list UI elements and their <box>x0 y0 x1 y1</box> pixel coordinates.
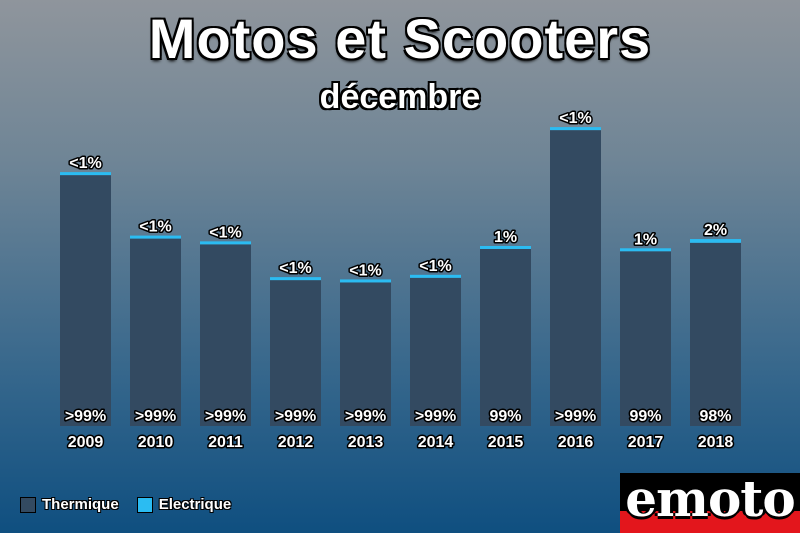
tick-label-2014: 2014 <box>418 434 454 451</box>
label-thermique-2017: 99% <box>629 408 661 425</box>
label-electrique-2012: <1% <box>279 260 311 277</box>
bar-thermique-2016 <box>550 130 601 426</box>
label-thermique-2011: >99% <box>205 408 246 425</box>
legend-label-thermique: Thermique <box>42 496 119 513</box>
bar-electrique-2010 <box>130 235 181 239</box>
label-thermique-2013: >99% <box>345 408 386 425</box>
tick-label-2015: 2015 <box>488 434 524 451</box>
label-electrique-2014: <1% <box>419 258 451 275</box>
label-thermique-2015: 99% <box>489 408 521 425</box>
bar-thermique-2018 <box>690 242 741 426</box>
tick-label-2017: 2017 <box>628 434 664 451</box>
chart-title: Motos et Scooters <box>148 7 652 70</box>
logo-red-band <box>620 511 800 533</box>
label-thermique-2018: 98% <box>699 408 731 425</box>
label-thermique-2012: >99% <box>275 408 316 425</box>
bar-thermique-2017 <box>620 251 671 426</box>
bar-electrique-2016 <box>550 127 601 131</box>
bar-chart: <1% >99% 2009 <1% >99% 2010 <1% >99% 2011 <1% >99%… <box>60 109 741 453</box>
bar-thermique-2013 <box>340 282 391 426</box>
tick-label-2012: 2012 <box>278 434 314 451</box>
legend-swatch-electrique <box>136 496 153 513</box>
label-electrique-2015: 1% <box>494 229 517 246</box>
label-electrique-2016: <1% <box>559 110 591 127</box>
bar-thermique-2014 <box>410 277 461 426</box>
tick-label-2013: 2013 <box>348 434 384 451</box>
tick-label-2016: 2016 <box>558 434 594 451</box>
label-electrique-2009: <1% <box>69 155 101 172</box>
bar-thermique-2012 <box>270 280 321 426</box>
bar-electrique-2013 <box>340 279 391 283</box>
bar-electrique-2018 <box>690 239 741 243</box>
bar-thermique-2011 <box>200 244 251 426</box>
bar-electrique-2012 <box>270 277 321 281</box>
tick-label-2009: 2009 <box>68 434 104 451</box>
label-electrique-2018: 2% <box>704 222 727 239</box>
legend: Thermique Electrique <box>20 496 231 513</box>
bar-thermique-2015 <box>480 248 531 426</box>
bar-electrique-2015 <box>480 245 531 249</box>
label-electrique-2013: <1% <box>349 262 381 279</box>
legend-item-thermique: Thermique <box>20 496 119 513</box>
tick-label-2010: 2010 <box>138 434 174 451</box>
legend-item-electrique: Electrique <box>136 496 232 513</box>
label-thermique-2010: >99% <box>135 408 176 425</box>
logo-text: emoto <box>625 473 796 528</box>
label-electrique-2010: <1% <box>139 219 171 236</box>
label-electrique-2011: <1% <box>209 224 241 241</box>
legend-swatch-thermique <box>20 496 36 513</box>
emoto-logo[interactable]: emoto <box>620 473 800 533</box>
bar-electrique-2011 <box>200 241 251 245</box>
bar-thermique-2009 <box>60 175 111 426</box>
label-thermique-2014: >99% <box>415 408 456 425</box>
tick-label-2011: 2011 <box>208 434 243 451</box>
bar-electrique-2009 <box>60 172 111 176</box>
label-thermique-2016: >99% <box>555 408 596 425</box>
tick-label-2018: 2018 <box>698 434 734 451</box>
bar-thermique-2010 <box>130 238 181 426</box>
chart-subtitle: décembre <box>319 78 481 116</box>
legend-label-electrique: Electrique <box>158 496 232 513</box>
bar-electrique-2017 <box>620 248 671 252</box>
label-electrique-2017: 1% <box>634 231 657 248</box>
label-thermique-2009: >99% <box>65 408 106 425</box>
bar-electrique-2014 <box>410 274 461 278</box>
